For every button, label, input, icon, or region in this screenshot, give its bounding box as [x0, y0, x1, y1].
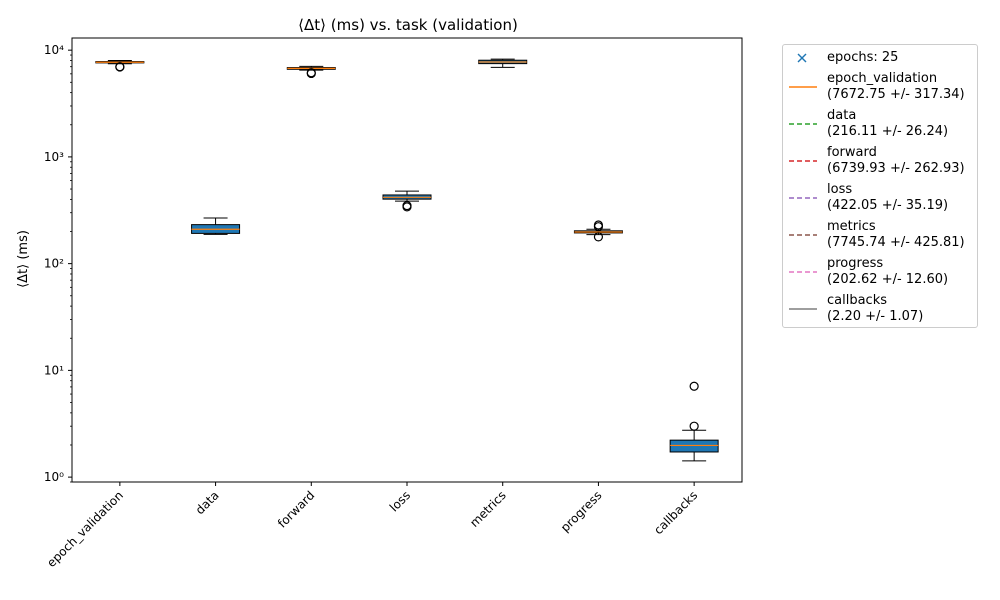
y-tick-label: 10³	[44, 150, 64, 164]
legend: epochs: 25 epoch_validation (7672.75 +/- 3…	[782, 44, 978, 328]
x-tick-label: loss	[387, 488, 413, 514]
legend-text: epochs: 25	[827, 50, 898, 66]
legend-text: loss (422.05 +/- 35.19)	[827, 182, 948, 214]
outlier-point	[402, 200, 412, 211]
outlier-point	[306, 68, 316, 78]
x-tick-label: metrics	[467, 488, 509, 530]
legend-text: metrics (7745.74 +/- 425.81)	[827, 219, 965, 251]
y-tick-label: 10²	[44, 257, 64, 271]
legend-text: epoch_validation (7672.75 +/- 317.34)	[827, 71, 965, 103]
legend-value: (422.05 +/- 35.19)	[827, 198, 949, 213]
box-callbacks	[669, 439, 719, 453]
legend-value: (2.20 +/- 1.07)	[827, 309, 924, 324]
legend-marker	[789, 197, 817, 199]
legend-value: (7672.75 +/- 317.34)	[827, 87, 965, 102]
legend-label: epoch_validation	[827, 71, 938, 86]
x-tick-label: forward	[275, 488, 317, 530]
legend-label: epochs: 25	[827, 50, 899, 65]
legend-label: callbacks	[827, 293, 888, 308]
plot-frame	[71, 37, 743, 483]
legend-text: data (216.11 +/- 26.24)	[827, 108, 948, 140]
chart-title: ⟨Δt⟩ (ms) vs. task (validation)	[298, 16, 518, 34]
legend-text: callbacks (2.20 +/- 1.07)	[827, 293, 923, 325]
y-tick-label: 10⁰	[44, 470, 64, 484]
y-tick-label: 10¹	[44, 363, 64, 377]
legend-marker	[789, 123, 817, 125]
legend-marker	[797, 53, 807, 63]
legend-marker	[789, 271, 817, 273]
y-axis-label: ⟨Δt⟩ (ms)	[16, 230, 31, 288]
outlier-point	[593, 220, 604, 230]
outlier-point	[593, 232, 604, 242]
legend-text: forward (6739.93 +/- 262.93)	[827, 145, 965, 177]
legend-marker	[789, 160, 817, 162]
plot-area: 10⁰ 10¹ 10² 10³ 10⁴ epoch_validation data forwa…	[44, 43, 719, 570]
x-tick-label: callbacks	[651, 488, 700, 537]
legend-value: (202.62 +/- 12.60)	[827, 272, 949, 287]
legend-marker	[789, 308, 817, 310]
x-tick-label: progress	[558, 488, 605, 535]
outlier-point	[689, 381, 699, 391]
legend-label: progress	[827, 256, 884, 271]
legend-value: (7745.74 +/- 425.81)	[827, 235, 965, 250]
legend-value: (6739.93 +/- 262.93)	[827, 161, 965, 176]
y-tick-label: 10⁴	[44, 43, 64, 57]
legend-value: (216.11 +/- 26.24)	[827, 124, 949, 139]
legend-label: metrics	[827, 219, 876, 234]
x-tick-label: data	[193, 488, 222, 517]
outlier-point	[689, 421, 699, 431]
legend-label: loss	[827, 182, 853, 197]
legend-text: progress (202.62 +/- 12.60)	[827, 256, 948, 288]
legend-marker	[789, 234, 817, 236]
legend-label: data	[827, 108, 857, 123]
legend-marker	[789, 86, 817, 88]
outlier-point	[115, 62, 125, 72]
legend-label: forward	[827, 145, 877, 160]
x-tick-label: epoch_validation	[44, 488, 126, 570]
